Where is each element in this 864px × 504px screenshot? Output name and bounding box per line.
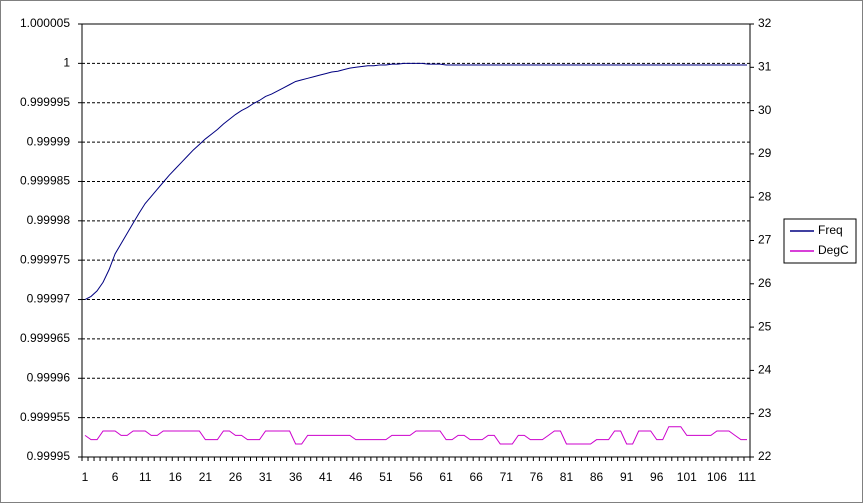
- y-tick-label: 1: [63, 56, 70, 70]
- x-tick-label: 21: [199, 470, 213, 484]
- y-tick-label: 0.99996: [27, 370, 71, 384]
- x-tick-label: 66: [470, 470, 484, 484]
- y-tick-label: 0.999995: [20, 95, 70, 109]
- y2-tick-label: 31: [758, 59, 772, 73]
- x-tick-label: 46: [349, 470, 363, 484]
- x-tick-label: 101: [677, 470, 697, 484]
- y2-tick-label: 29: [758, 146, 772, 160]
- y-tick-label: 0.999985: [20, 174, 70, 188]
- x-tick-label: 76: [530, 470, 544, 484]
- x-tick-label: 31: [259, 470, 273, 484]
- x-tick-label: 41: [319, 470, 333, 484]
- x-tick-label: 61: [439, 470, 453, 484]
- y-tick-label: 0.99999: [27, 134, 71, 148]
- y2-tick-label: 27: [758, 233, 772, 247]
- y-tick-label: 1.000005: [20, 16, 70, 30]
- series-line: [84, 62, 747, 300]
- y-tick-label: 0.99995: [27, 449, 71, 463]
- y2-tick-label: 25: [758, 319, 772, 333]
- x-tick-label: 51: [379, 470, 393, 484]
- x-tick-label: 1: [82, 470, 89, 484]
- y-tick-label: 0.99997: [27, 292, 71, 306]
- x-tick-label: 86: [590, 470, 604, 484]
- y2-tick-label: 23: [758, 406, 772, 420]
- x-tick-label: 71: [500, 470, 514, 484]
- x-tick-label: 26: [229, 470, 243, 484]
- y2-tick-label: 24: [758, 363, 772, 377]
- x-tick-label: 106: [707, 470, 727, 484]
- y-tick-label: 0.99998: [27, 213, 71, 227]
- x-tick-label: 6: [112, 470, 119, 484]
- y2-tick-label: 28: [758, 189, 772, 203]
- y2-tick-label: 30: [758, 103, 772, 117]
- x-tick-label: 91: [620, 470, 634, 484]
- x-tick-label: 11: [139, 470, 152, 484]
- y-tick-label: 0.999955: [20, 410, 70, 424]
- plot-area: [81, 23, 751, 458]
- x-tick-label: 56: [409, 470, 423, 484]
- legend-label: Freq: [818, 223, 843, 237]
- y-tick-label: 0.999975: [20, 252, 70, 266]
- legend-box: [783, 218, 857, 264]
- legend-label: DegC: [818, 243, 849, 257]
- x-tick-label: 16: [169, 470, 183, 484]
- y2-tick-label: 26: [758, 276, 772, 290]
- y2-tick-label: 32: [758, 16, 772, 30]
- x-tick-label: 111: [738, 470, 757, 484]
- y2-tick-label: 22: [758, 449, 772, 463]
- x-tick-label: 36: [289, 470, 303, 484]
- x-tick-label: 96: [650, 470, 664, 484]
- series-line: [84, 426, 747, 445]
- x-tick-label: 81: [560, 470, 574, 484]
- y-tick-label: 0.999965: [20, 331, 70, 345]
